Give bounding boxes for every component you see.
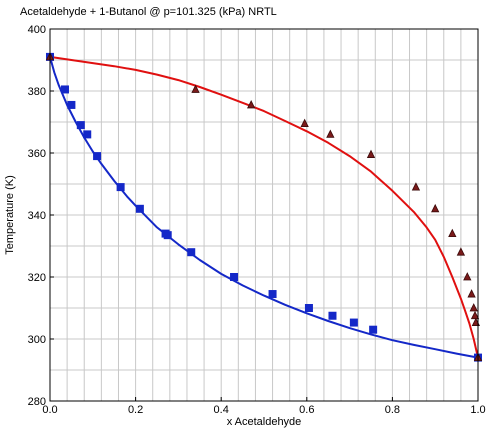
x-tick-label: 1.0 xyxy=(470,404,485,416)
bubble-point-marker xyxy=(328,311,337,320)
y-tick-label: 380 xyxy=(28,86,46,98)
x-tick-label: 0.2 xyxy=(128,404,143,416)
dew-point-marker xyxy=(300,118,309,127)
bubble-point-marker xyxy=(268,290,277,299)
dew-point-marker xyxy=(326,129,335,138)
bubble-point-marker xyxy=(83,130,92,139)
dew-point-marker xyxy=(463,272,472,281)
dew-point-marker xyxy=(467,289,476,298)
dew-point-marker xyxy=(191,84,200,93)
x-tick-label: 0.6 xyxy=(299,404,314,416)
y-tick-label: 400 xyxy=(28,24,46,36)
dew-point-marker xyxy=(448,228,457,238)
dew-point-marker xyxy=(366,149,376,158)
y-tick-label: 280 xyxy=(28,396,46,408)
dew-point-marker xyxy=(247,100,256,109)
bubble-point-marker xyxy=(349,318,358,327)
grid xyxy=(50,29,478,401)
x-tick-label: 0.8 xyxy=(385,404,400,416)
bubble-point-marker xyxy=(116,183,125,192)
bubble-point-marker xyxy=(67,100,76,109)
ticks: 0.0 0.2 0.4 0.6 0.8 1.0 280 300 320 340 360 380 400 xyxy=(28,24,486,416)
x-axis-label: x Acetaldehyde xyxy=(227,416,302,428)
dew-point-marker xyxy=(470,310,480,320)
y-tick-label: 320 xyxy=(28,272,46,284)
bubble-point-marker xyxy=(369,325,378,334)
bubble-point-marker xyxy=(135,204,144,213)
bubble-point-marker xyxy=(304,304,313,312)
y-tick-label: 340 xyxy=(28,210,46,222)
bubble-point-marker xyxy=(163,231,172,240)
dew-point-marker xyxy=(411,182,421,191)
chart-title: Acetaldehyde + 1-Butanol @ p=101.325 (kP… xyxy=(20,6,277,18)
bubble-point-marker xyxy=(60,85,69,94)
x-tick-label: 0.4 xyxy=(214,404,229,416)
y-tick-label: 300 xyxy=(28,334,46,346)
dew-point-marker xyxy=(456,247,466,256)
bubble-point-marker xyxy=(76,121,85,130)
bubble-point-marker xyxy=(93,152,102,161)
dew-point-marker xyxy=(431,203,440,213)
bubble-point-marker xyxy=(230,273,239,281)
dew-curve xyxy=(49,55,479,358)
y-axis-label: Temperature (K) xyxy=(4,175,16,254)
x-tick-label: 0.0 xyxy=(42,404,57,416)
dew-point-marker xyxy=(469,303,478,312)
y-tick-label: 360 xyxy=(28,148,46,160)
bubble-point-marker xyxy=(187,248,196,257)
